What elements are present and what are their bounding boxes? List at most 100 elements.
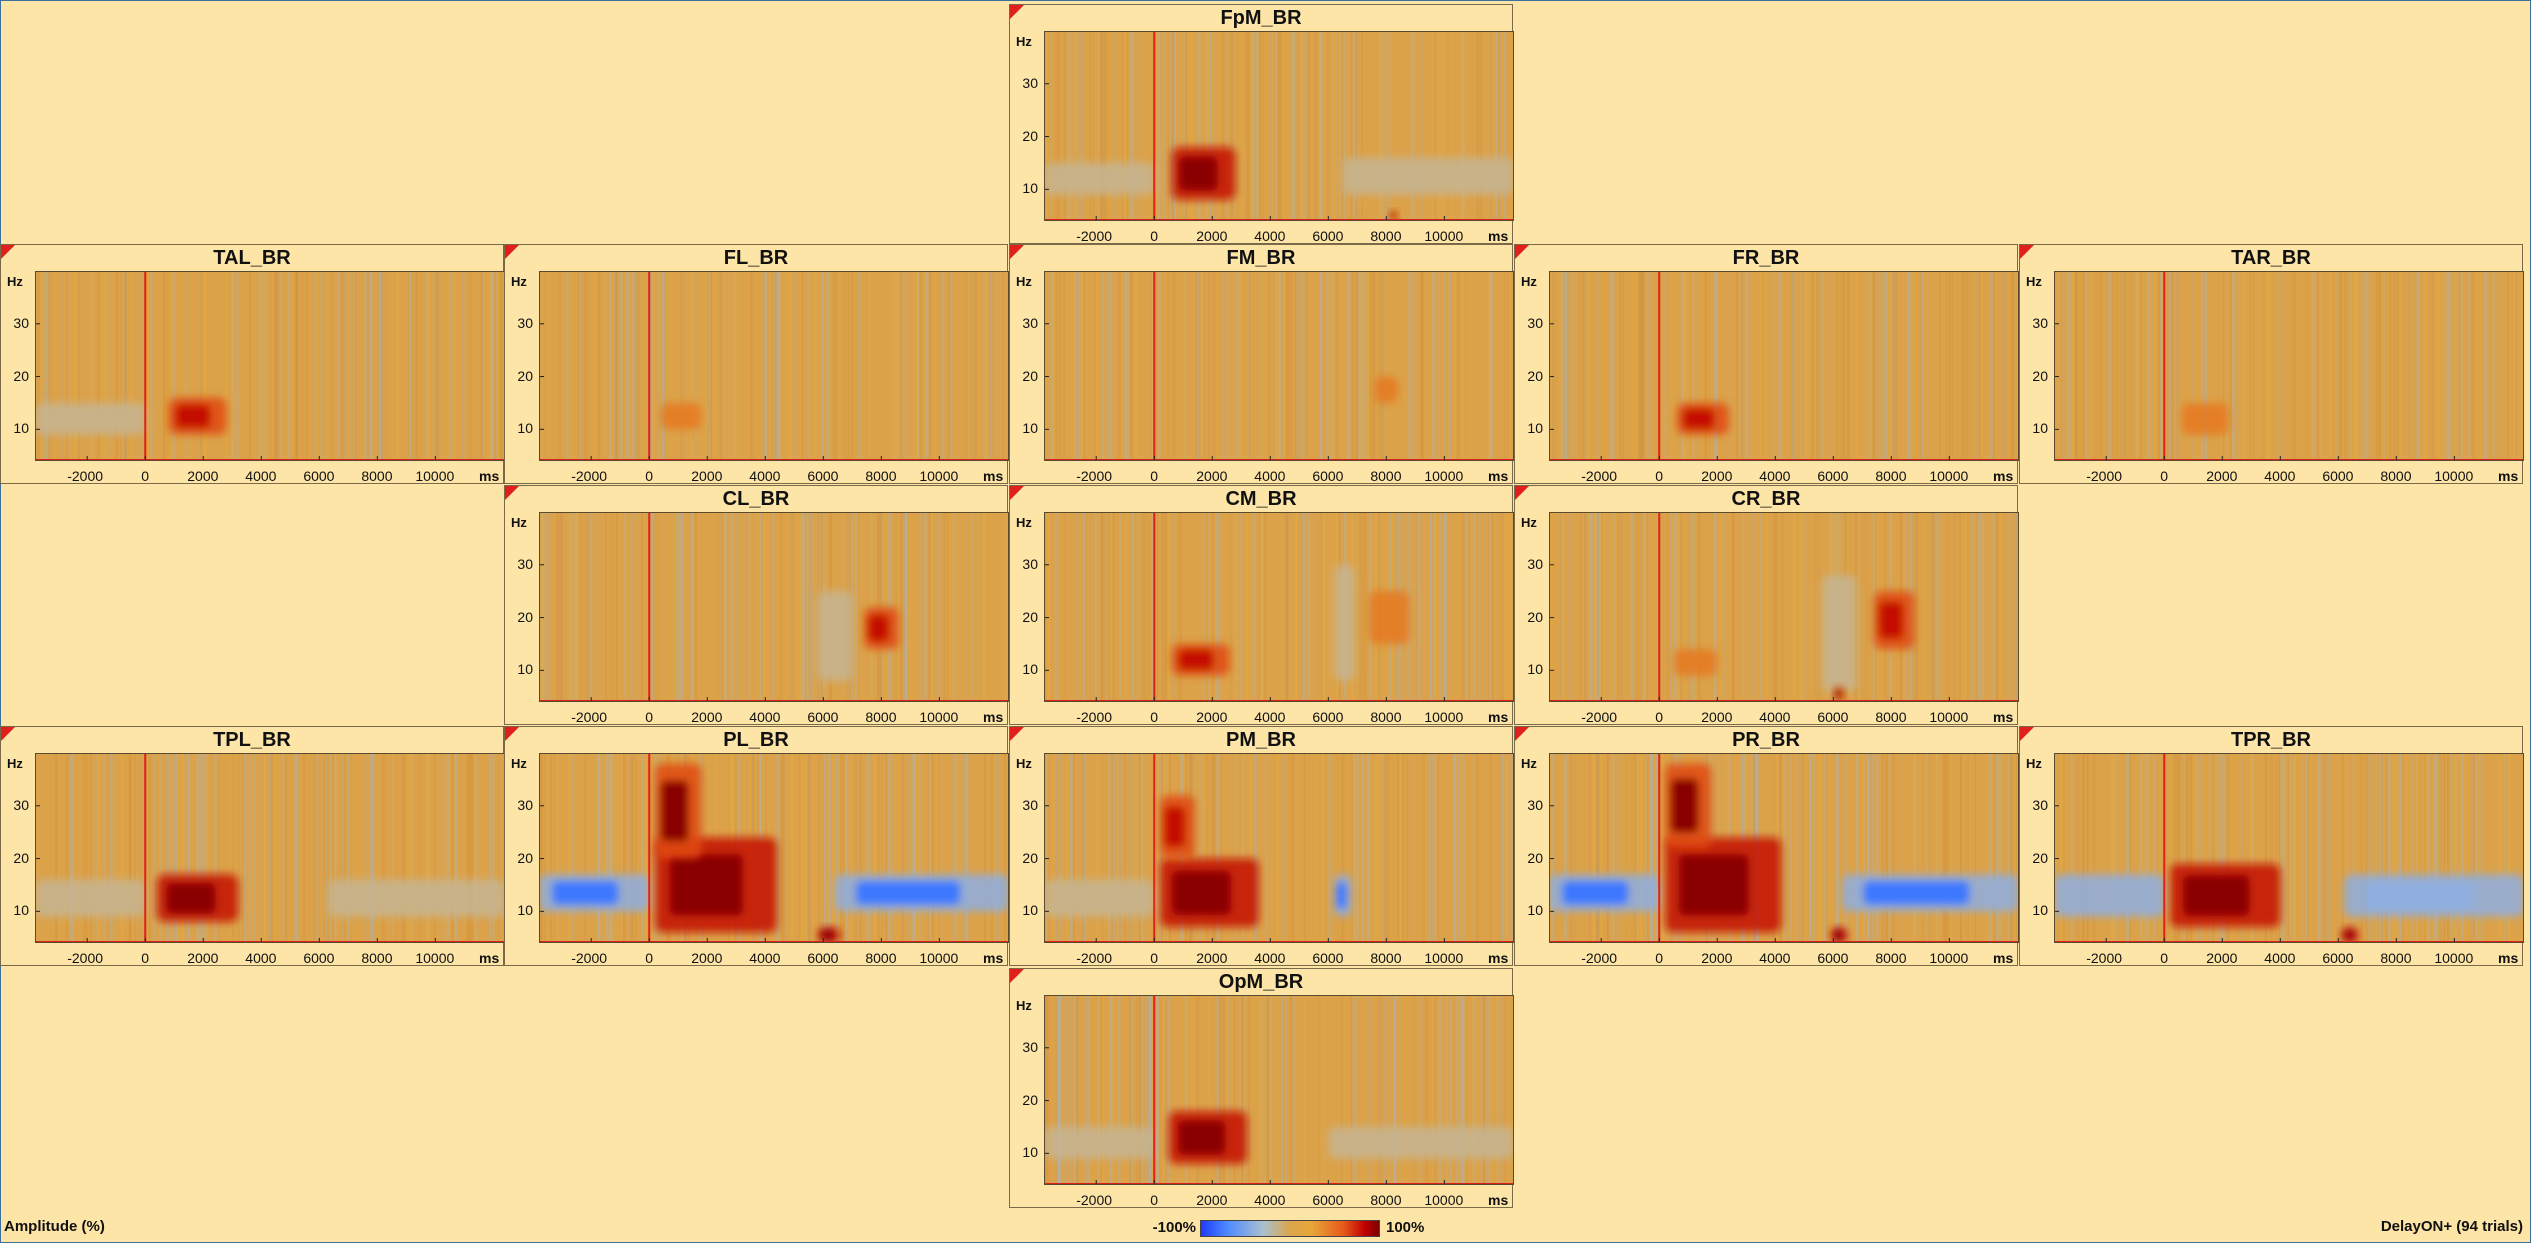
noise-streak — [1083, 995, 1085, 1185]
noise-streak — [1063, 995, 1067, 1185]
noise-streak — [1201, 271, 1204, 461]
noise-streak — [1646, 512, 1648, 702]
noise-streak — [1086, 995, 1089, 1185]
spectrogram — [1044, 31, 1514, 221]
noise-streak — [1373, 271, 1376, 461]
x-tick-label: 6000 — [1312, 950, 1344, 966]
power-increase-blob — [1676, 402, 1729, 435]
noise-streak — [1157, 753, 1159, 943]
noise-streak — [735, 512, 739, 702]
noise-streak — [547, 271, 549, 461]
y-tick-label: 10 — [1022, 1144, 1038, 1161]
noise-streak — [232, 271, 234, 461]
noise-streak — [1837, 753, 1839, 943]
panel-menu-corner-icon[interactable] — [505, 245, 519, 259]
x-tick-label: 2000 — [1196, 228, 1228, 244]
plot-border — [1549, 271, 2019, 461]
panel-menu-corner-icon[interactable] — [1010, 245, 1024, 259]
panel-menu-corner-icon[interactable] — [1010, 727, 1024, 741]
noise-streak — [1289, 995, 1293, 1185]
noise-streak — [97, 271, 99, 461]
noise-streak — [1678, 512, 1681, 702]
panel-menu-corner-icon[interactable] — [1, 245, 15, 259]
noise-streak — [183, 753, 186, 943]
noise-streak — [295, 753, 299, 943]
noise-streak — [1872, 271, 1875, 461]
noise-streak — [1488, 271, 1491, 461]
x-tick-label: 4000 — [1759, 468, 1791, 484]
panel-menu-corner-icon[interactable] — [505, 486, 519, 500]
noise-streak — [1208, 271, 1210, 461]
noise-streak — [1368, 995, 1371, 1185]
noise-streak — [1856, 753, 1859, 943]
noise-streak — [2449, 271, 2452, 461]
noise-streak — [803, 512, 806, 702]
noise-streak — [835, 753, 838, 943]
noise-streak — [129, 753, 131, 943]
panel-menu-corner-icon[interactable] — [1010, 969, 1024, 983]
noise-streak — [1944, 753, 1947, 943]
noise-streak — [1245, 512, 1249, 702]
panel-menu-corner-icon[interactable] — [1515, 727, 1529, 741]
noise-streak — [1626, 753, 1628, 943]
noise-streak — [1261, 31, 1263, 221]
noise-streak — [1999, 753, 2002, 943]
noise-streak — [199, 271, 203, 461]
noise-streak — [1492, 31, 1495, 221]
panel-menu-corner-icon[interactable] — [1515, 245, 1529, 259]
noise-streak — [811, 753, 815, 943]
noise-streak — [1119, 753, 1121, 943]
noise-streak — [1226, 512, 1228, 702]
noise-streak — [323, 753, 326, 943]
noise-streak — [1817, 271, 1820, 461]
noise-streak — [108, 753, 110, 943]
panel-menu-corner-icon[interactable] — [2020, 245, 2034, 259]
noise-streak — [2014, 512, 2017, 702]
noise-streak — [1507, 271, 1509, 461]
noise-streak — [611, 512, 614, 702]
x-tick-label: 8000 — [1370, 950, 1402, 966]
noise-streak — [1387, 271, 1390, 461]
noise-streak — [462, 271, 465, 461]
noise-streak — [278, 753, 281, 943]
noise-streak — [1801, 271, 1804, 461]
noise-streak — [2517, 271, 2520, 461]
noise-streak — [1141, 753, 1144, 943]
noise-streak — [2074, 271, 2078, 461]
noise-streak — [2110, 753, 2112, 943]
noise-streak — [1431, 271, 1435, 461]
noise-streak — [120, 271, 122, 461]
noise-streak — [1351, 271, 1354, 461]
noise-streak — [2169, 271, 2171, 461]
noise-streak — [826, 271, 829, 461]
panel-menu-corner-icon[interactable] — [2020, 727, 2034, 741]
panel-menu-corner-icon[interactable] — [1010, 5, 1024, 19]
noise-streak — [1736, 271, 1739, 461]
noise-streak — [1504, 31, 1506, 221]
noise-streak — [1499, 753, 1502, 943]
noise-streak — [1136, 995, 1138, 1185]
noise-streak — [1206, 753, 1209, 943]
noise-streak — [69, 271, 73, 461]
panel-menu-corner-icon[interactable] — [505, 727, 519, 741]
noise-streak — [1209, 512, 1211, 702]
noise-streak — [1428, 753, 1431, 943]
noise-streak — [2437, 271, 2439, 461]
noise-streak — [2354, 271, 2357, 461]
noise-streak — [752, 271, 754, 461]
noise-streak — [1417, 512, 1419, 702]
noise-streak — [1295, 512, 1297, 702]
noise-streak — [1638, 512, 1642, 702]
noise-streak — [1158, 31, 1161, 221]
plot-border — [1044, 271, 1514, 461]
panel-menu-corner-icon[interactable] — [1, 727, 15, 741]
noise-streak — [2280, 271, 2284, 461]
noise-streak — [2226, 753, 2228, 943]
x-tick-label: 4000 — [749, 709, 781, 725]
noise-streak — [1340, 31, 1342, 221]
panel-menu-corner-icon[interactable] — [1010, 486, 1024, 500]
panel-menu-corner-icon[interactable] — [1515, 486, 1529, 500]
noise-streak — [1444, 512, 1448, 702]
noise-streak — [2474, 753, 2476, 943]
noise-streak — [625, 271, 628, 461]
